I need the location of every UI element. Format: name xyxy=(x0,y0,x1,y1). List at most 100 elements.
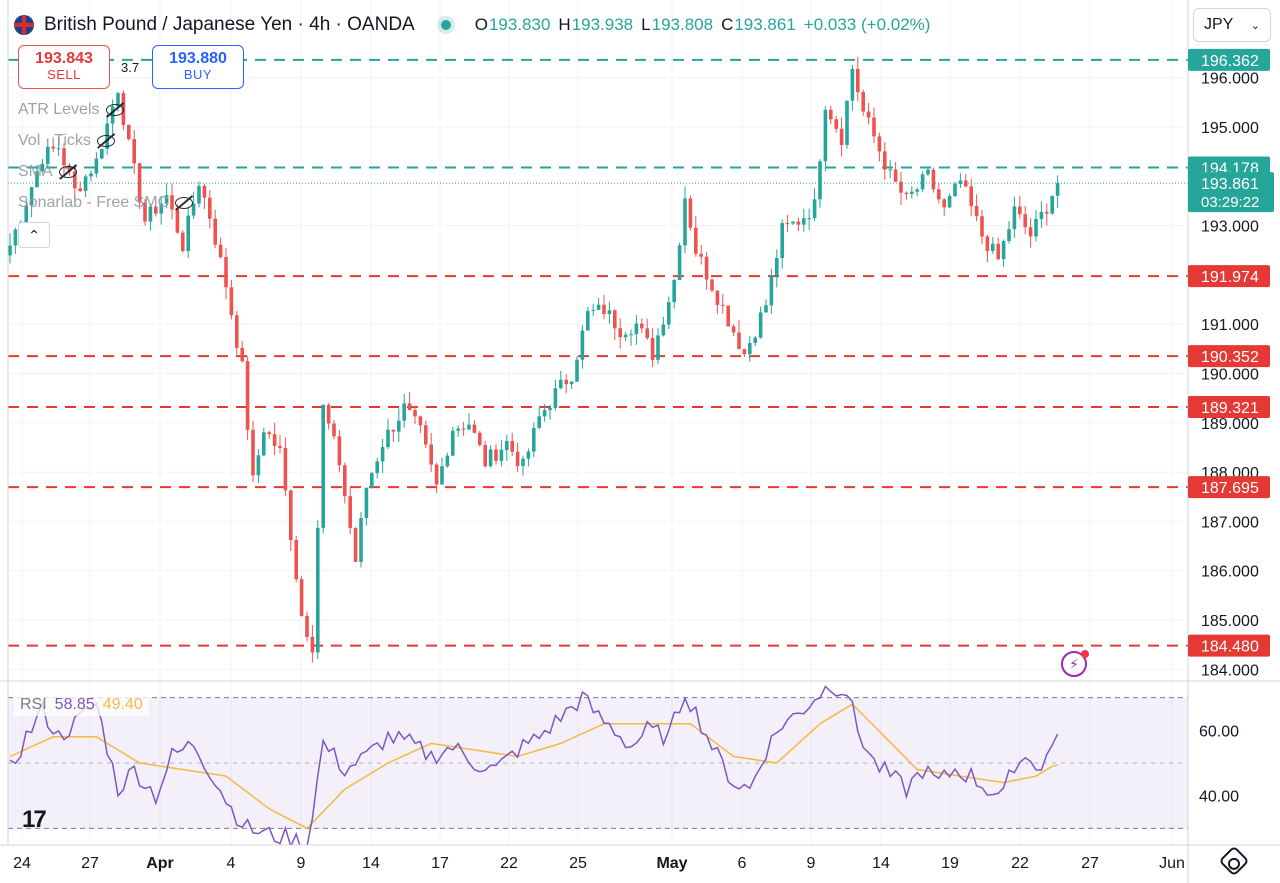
candle-body xyxy=(1007,229,1011,242)
candle-body xyxy=(240,347,244,362)
eye-off-icon[interactable] xyxy=(175,196,194,209)
candle-body xyxy=(229,287,234,316)
candle-body xyxy=(839,128,844,145)
candle-body xyxy=(218,244,223,258)
y-tick-label: 189.000 xyxy=(1201,416,1259,433)
level-price-tag xyxy=(1188,48,1270,71)
y-tick-label: 184.000 xyxy=(1201,662,1259,679)
candle-body xyxy=(272,434,277,446)
candle-body xyxy=(494,449,498,461)
x-tick-label: 17 xyxy=(431,855,449,872)
candle-body xyxy=(629,334,633,336)
x-tick-label: 14 xyxy=(872,855,890,872)
candle-body xyxy=(618,328,622,338)
candle-body xyxy=(380,447,385,462)
candle-body xyxy=(224,257,228,288)
candle-body xyxy=(623,334,628,338)
y-tick-label: 193.000 xyxy=(1201,219,1259,236)
candle-body xyxy=(559,379,563,389)
candle-body xyxy=(980,216,984,237)
candle-body xyxy=(586,310,590,331)
eye-off-icon[interactable] xyxy=(96,134,115,147)
candle-body xyxy=(694,227,698,254)
candle-body xyxy=(407,403,412,411)
ohlc-low: L193.808 xyxy=(641,15,714,34)
sell-button[interactable]: 193.843 SELL xyxy=(18,45,110,89)
x-tick-label: 27 xyxy=(81,855,99,872)
candle-body xyxy=(947,195,952,208)
x-tick-label: 27 xyxy=(1081,855,1099,872)
candle-body xyxy=(213,218,217,245)
y-tick-label: 187.000 xyxy=(1201,514,1259,531)
candle-body xyxy=(883,151,887,170)
x-tick-label: Apr xyxy=(146,855,174,872)
candle-body xyxy=(13,229,18,246)
tradingview-logo[interactable]: 17 xyxy=(22,806,47,833)
candle-body xyxy=(1018,206,1022,215)
indicator-vol-ticks[interactable]: Vol · Ticks xyxy=(18,131,193,162)
indicator-sonarlab[interactable]: Sonarlab - Free SMC xyxy=(18,193,194,224)
x-tick-label: 14 xyxy=(362,855,380,872)
candle-body xyxy=(386,429,390,448)
eye-off-icon[interactable] xyxy=(58,165,77,178)
candle-body xyxy=(634,323,639,335)
chart-header: British Pound / Japanese Yen · 4h · OAND… xyxy=(14,12,930,38)
candle-body xyxy=(472,424,477,433)
candle-body xyxy=(802,218,806,225)
candle-body xyxy=(942,199,946,208)
candle-body xyxy=(289,490,293,541)
candle-body xyxy=(1001,241,1006,260)
candle-body xyxy=(602,304,606,315)
buy-label: BUY xyxy=(183,67,213,83)
candle-body xyxy=(370,473,374,488)
candle-body xyxy=(127,124,131,140)
candle-body xyxy=(451,430,455,456)
buy-button[interactable]: 193.880 BUY xyxy=(152,45,244,89)
candle-body xyxy=(845,100,849,145)
x-tick-label: 6 xyxy=(738,855,747,872)
candle-body xyxy=(737,332,741,350)
candle-body xyxy=(769,275,774,306)
candle-body xyxy=(235,315,239,348)
candle-body xyxy=(542,410,547,417)
candle-body xyxy=(467,424,471,430)
candle-body xyxy=(1055,183,1060,196)
candle-body xyxy=(294,540,298,580)
candle-body xyxy=(721,304,725,306)
candle-body xyxy=(418,416,423,426)
candle-body xyxy=(100,148,104,159)
indicator-atr-levels[interactable]: ATR Levels xyxy=(18,100,193,131)
candle-body xyxy=(515,451,520,467)
candle-body xyxy=(656,335,660,360)
symbol-title[interactable]: British Pound / Japanese Yen · 4h · OAND… xyxy=(44,14,415,35)
ohlc-readout: O193.830 H193.938 L193.808 C193.861 +0.0… xyxy=(475,15,931,35)
candle-body xyxy=(51,146,55,149)
indicator-sma[interactable]: SMA xyxy=(18,162,193,193)
ohlc-close: C193.861 xyxy=(721,15,796,34)
candle-body xyxy=(818,161,822,200)
candle-body xyxy=(56,148,61,150)
rsi-ma-value: 49.40 xyxy=(102,696,143,713)
eye-off-icon[interactable] xyxy=(105,103,124,116)
candle-body xyxy=(326,404,331,424)
candle-body xyxy=(1039,211,1044,220)
candle-body xyxy=(391,429,396,432)
candle-body xyxy=(267,432,271,435)
chevron-up-icon[interactable]: ⌃ xyxy=(18,222,50,248)
candle-body xyxy=(872,117,876,137)
rsi-legend[interactable]: RSI 58.85 49.40 xyxy=(14,694,149,716)
candle-body xyxy=(699,253,703,257)
candle-body xyxy=(299,579,304,616)
candle-body xyxy=(305,615,309,637)
rsi-panel xyxy=(9,685,1059,845)
ohlc-change: +0.033 (+0.02%) xyxy=(803,15,931,34)
candle-body xyxy=(553,388,558,408)
rsi-tick-label: 40.00 xyxy=(1199,789,1239,806)
candle-body xyxy=(24,205,28,223)
candle-body xyxy=(791,221,795,224)
candle-body xyxy=(175,209,180,233)
lightning-icon[interactable]: ⚡ xyxy=(1061,650,1089,677)
currency-selector[interactable]: JPY ⌄ xyxy=(1193,8,1271,42)
